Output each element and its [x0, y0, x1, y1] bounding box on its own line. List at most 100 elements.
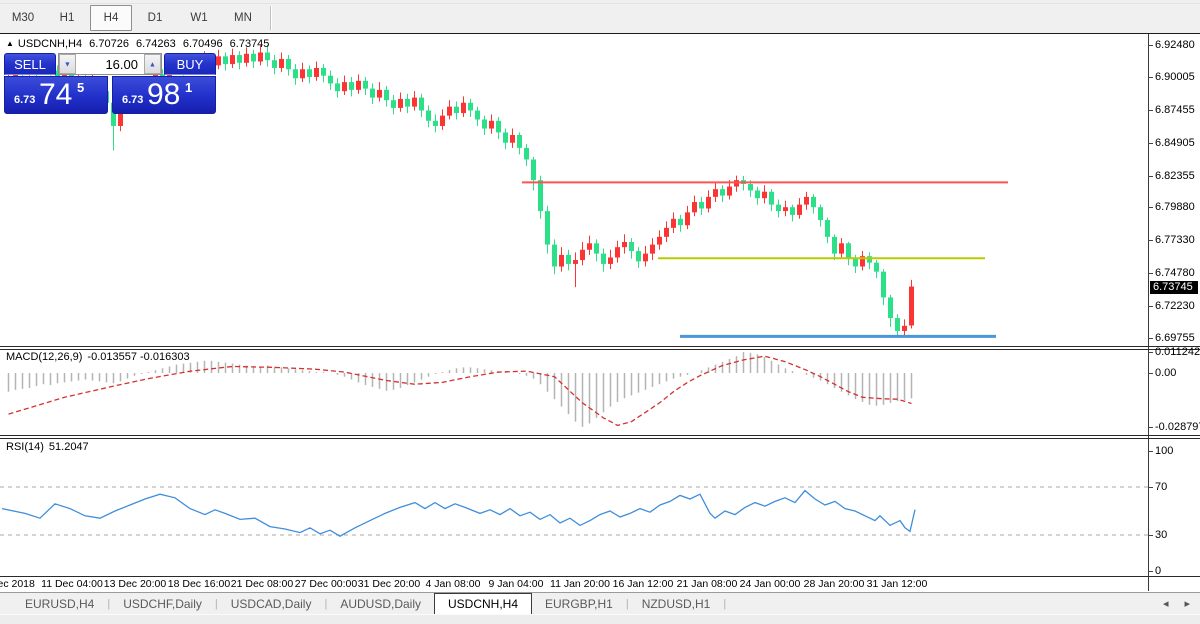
- chart-window: [0, 33, 1200, 592]
- candle-body: [650, 244, 655, 254]
- sell-price-panel[interactable]: 6.73 74 5: [4, 76, 108, 114]
- tab-usdcad-daily[interactable]: USDCAD,Daily: [230, 596, 312, 611]
- buy-price-panel[interactable]: 6.73 98 1: [112, 76, 216, 114]
- timeframe-button-h1[interactable]: H1: [59, 12, 75, 24]
- price-axis-label: 6.82355: [1155, 170, 1195, 182]
- candle-body: [503, 132, 508, 143]
- candle-body: [678, 218, 683, 226]
- time-axis-label: 24 Jan 00:00: [739, 578, 801, 590]
- time-axis-label: 27 Dec 00:00: [294, 578, 358, 590]
- buy-button[interactable]: BUY: [164, 53, 216, 75]
- time-axis-label: 21 Dec 08:00: [230, 578, 294, 590]
- tab-eurgbp-h1[interactable]: EURGBP,H1: [545, 596, 613, 611]
- candle-body: [223, 56, 228, 65]
- candle-body: [454, 106, 459, 114]
- chart-title: ▲ USDCNH,H4 6.70726 6.74263 6.70496 6.737…: [6, 38, 273, 50]
- candle-body: [447, 106, 452, 116]
- price-axis-label: 6.92480: [1155, 39, 1195, 51]
- candle-body: [559, 254, 564, 267]
- candle-body: [272, 60, 277, 68]
- candle-body: [251, 53, 256, 62]
- tab-usdchf-daily[interactable]: USDCHF,Daily: [123, 596, 202, 611]
- candle-body: [538, 180, 543, 212]
- candle-body: [615, 247, 620, 258]
- time-axis-label: 13 Dec 20:00: [103, 578, 167, 590]
- tab-eurusd-h4[interactable]: EURUSD,H4: [25, 596, 95, 611]
- timeframe-button-w1[interactable]: W1: [190, 12, 208, 24]
- axis-tick: [1148, 427, 1153, 428]
- volume-increase-button[interactable]: ▲: [144, 54, 161, 74]
- tab-audusd-daily[interactable]: AUDUSD,Daily: [340, 596, 421, 611]
- axis-tick: [1148, 273, 1153, 274]
- candle-body: [363, 80, 368, 89]
- time-axis-label: 4 Jan 08:00: [425, 578, 481, 590]
- chart-macd-splitter[interactable]: [0, 346, 1200, 347]
- candle-body: [608, 257, 613, 264]
- axis-tick: [1148, 143, 1153, 144]
- tab-usdcnh-h4[interactable]: USDCNH,H4: [434, 593, 533, 614]
- price-axis-label: 6.77330: [1155, 234, 1195, 246]
- candle-body: [405, 98, 410, 107]
- candle-body: [216, 56, 221, 66]
- axis-tick: [1148, 207, 1153, 208]
- candle-body: [811, 196, 816, 208]
- collapse-arrow-icon[interactable]: ▲: [6, 39, 14, 48]
- candle-body: [573, 260, 578, 264]
- candle-body: [706, 196, 711, 209]
- axis-tick: [1148, 306, 1153, 307]
- axis-tick: [1148, 338, 1153, 339]
- candle-body: [699, 202, 704, 209]
- timeframe-button-m30[interactable]: M30: [11, 12, 35, 24]
- price-axis-label: 6.90005: [1155, 71, 1195, 83]
- candle-body: [300, 69, 305, 79]
- tab-nzdusd-h1[interactable]: NZDUSD,H1: [641, 596, 711, 611]
- volume-group: ▼ ▲: [58, 53, 162, 75]
- candle-body: [846, 243, 851, 259]
- macd-name: MACD(12,26,9): [6, 351, 83, 363]
- axis-tick: [1148, 45, 1153, 46]
- candle-body: [839, 243, 844, 254]
- timeframe-button-h4[interactable]: H4: [90, 5, 132, 31]
- ohlc-open: 6.70726: [89, 38, 129, 50]
- timeframe-button-d1[interactable]: D1: [147, 12, 163, 24]
- tab-scroll-right-icon[interactable]: ▸: [1184, 598, 1190, 610]
- candle-body: [664, 227, 669, 237]
- candle-body: [818, 207, 823, 221]
- chart-canvas[interactable]: [0, 33, 1200, 591]
- ohlc-high: 6.74263: [136, 38, 176, 50]
- axis-tick: [1148, 110, 1153, 111]
- rsi-bottom-border: [0, 576, 1200, 577]
- candle-body: [601, 253, 606, 264]
- chart-macd-splitter-line2: [0, 349, 1200, 350]
- candle-body: [867, 256, 872, 263]
- candle-body: [524, 147, 529, 160]
- rsi-value: 51.2047: [48, 441, 89, 453]
- candle-body: [552, 244, 557, 267]
- candle-body: [825, 220, 830, 237]
- candle-body: [482, 119, 487, 129]
- volume-input[interactable]: [76, 54, 144, 74]
- candle-body: [426, 110, 431, 121]
- chevron-up-icon: ▲: [148, 60, 157, 68]
- tab-separator: |: [324, 597, 328, 610]
- macd-rsi-splitter[interactable]: [0, 435, 1200, 436]
- candle-body: [314, 67, 319, 77]
- sell-price-pip: 5: [77, 80, 85, 95]
- macd-axis-label: -0.028797: [1155, 421, 1200, 433]
- candle-body: [902, 325, 907, 331]
- sell-button[interactable]: SELL: [4, 53, 56, 75]
- candle-body: [755, 190, 760, 199]
- candle-body: [531, 159, 536, 181]
- candle-body: [321, 67, 326, 76]
- tab-scroll-left-icon[interactable]: ◂: [1162, 598, 1169, 610]
- axis-tick: [1148, 571, 1153, 572]
- volume-decrease-button[interactable]: ▼: [59, 54, 76, 74]
- price-axis-label: 6.74780: [1155, 267, 1195, 279]
- timeframe-button-mn[interactable]: MN: [234, 12, 252, 24]
- candle-body: [720, 189, 725, 196]
- candle-body: [874, 262, 879, 272]
- tab-separator: |: [214, 597, 218, 610]
- sell-price-prefix: 6.73: [14, 94, 36, 106]
- chart-tab-bar: EURUSD,H4 | USDCHF,Daily | USDCAD,Daily | AUDU…: [0, 592, 1200, 614]
